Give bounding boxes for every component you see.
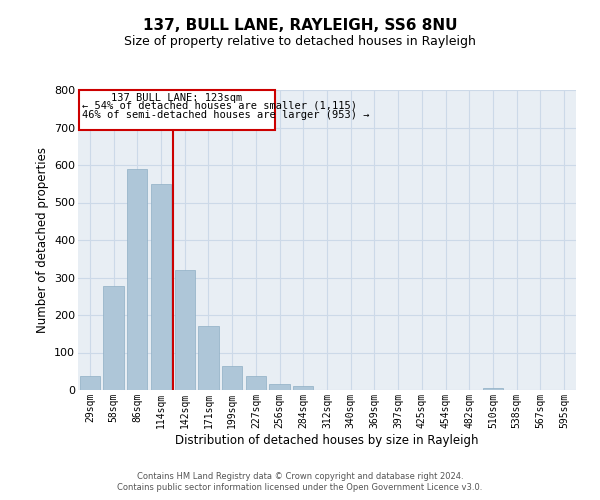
Bar xyxy=(199,326,218,390)
Bar xyxy=(103,286,124,390)
X-axis label: Distribution of detached houses by size in Rayleigh: Distribution of detached houses by size … xyxy=(175,434,479,446)
Text: Contains public sector information licensed under the Open Government Licence v3: Contains public sector information licen… xyxy=(118,483,482,492)
Text: 46% of semi-detached houses are larger (953) →: 46% of semi-detached houses are larger (… xyxy=(82,110,369,120)
Bar xyxy=(222,366,242,390)
Bar xyxy=(483,388,503,390)
Bar xyxy=(246,376,266,390)
Bar xyxy=(80,376,100,390)
Text: 137, BULL LANE, RAYLEIGH, SS6 8NU: 137, BULL LANE, RAYLEIGH, SS6 8NU xyxy=(143,18,457,32)
Text: Size of property relative to detached houses in Rayleigh: Size of property relative to detached ho… xyxy=(124,35,476,48)
Text: ← 54% of detached houses are smaller (1,115): ← 54% of detached houses are smaller (1,… xyxy=(82,101,356,111)
Text: Contains HM Land Registry data © Crown copyright and database right 2024.: Contains HM Land Registry data © Crown c… xyxy=(137,472,463,481)
Bar xyxy=(151,184,171,390)
Text: 137 BULL LANE: 123sqm: 137 BULL LANE: 123sqm xyxy=(112,92,242,102)
Y-axis label: Number of detached properties: Number of detached properties xyxy=(35,147,49,333)
Bar xyxy=(293,386,313,390)
Bar xyxy=(175,270,195,390)
Bar xyxy=(127,169,148,390)
Bar xyxy=(269,384,290,390)
Bar xyxy=(79,90,275,130)
